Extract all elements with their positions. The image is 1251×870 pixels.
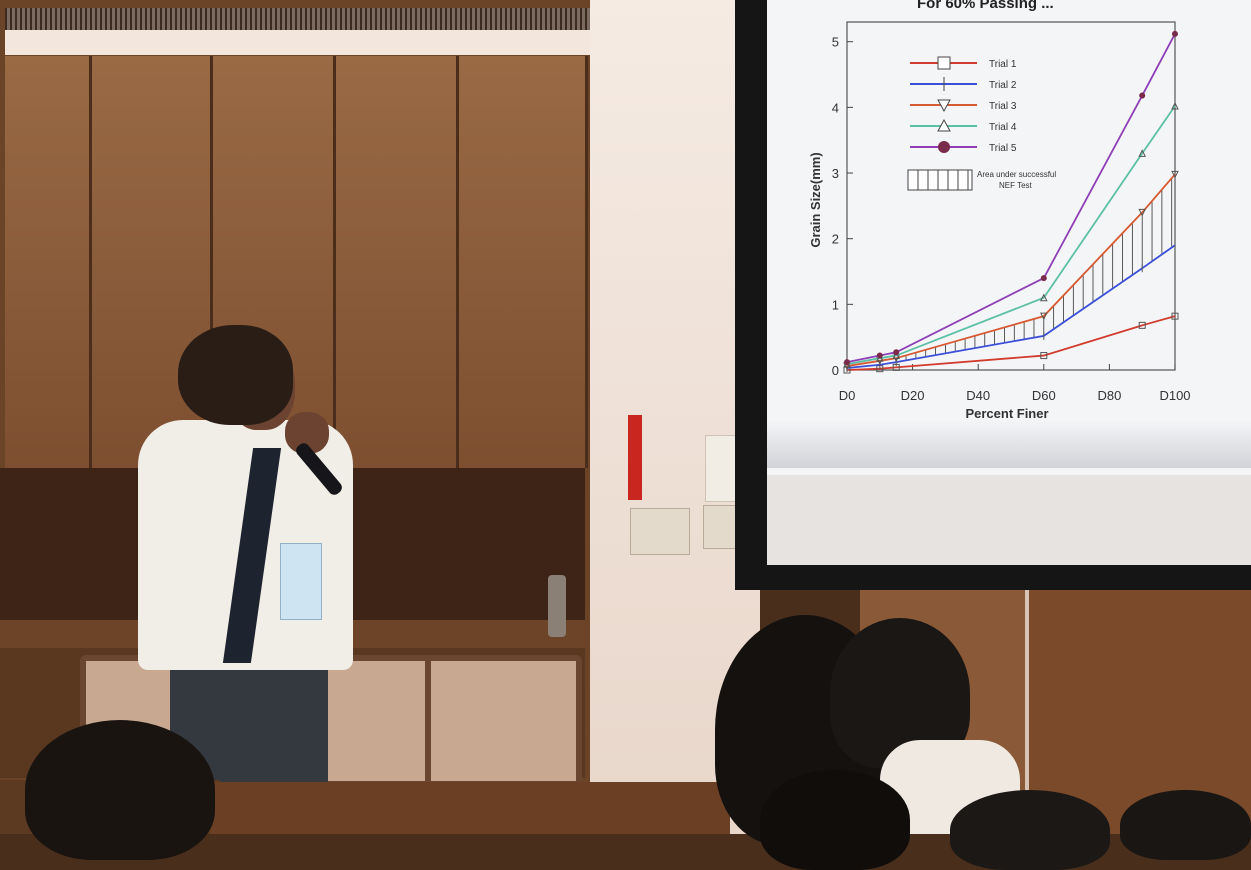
legend-label: Trial 3 [989, 101, 1017, 112]
data-point [1138, 149, 1147, 157]
ceiling-vent [5, 8, 590, 32]
y-tick-label: 3 [832, 166, 839, 181]
data-point [1039, 312, 1048, 321]
legend-label: Trial 5 [989, 143, 1017, 154]
y-tick-label: 2 [832, 232, 839, 247]
data-point [1040, 275, 1047, 282]
data-point [844, 359, 850, 366]
x-tick-label: D80 [1097, 388, 1121, 403]
series-line [846, 315, 1176, 371]
table [210, 782, 730, 834]
series-line [846, 173, 1176, 367]
y-axis-label: Grain Size(mm) [808, 152, 823, 247]
slide-chart: For 60% Passing ... 0 1 2 3 4 5 D0 D20 D40 D60 D80… [808, 0, 1191, 421]
slide-title: For 60% Passing ... [917, 0, 1054, 12]
y-tick-label: 0 [832, 363, 839, 378]
legend-marker [937, 118, 951, 132]
presenter-hair [178, 325, 293, 425]
audience-head [760, 770, 910, 870]
legend-marker [937, 99, 951, 113]
projector-screen [767, 0, 1251, 475]
audience-head [1120, 790, 1251, 860]
x-tick-label: D100 [1159, 388, 1190, 403]
y-tick-label: 5 [832, 35, 839, 50]
legend-label: Trial 2 [989, 80, 1017, 91]
x-tick-label: D40 [966, 388, 990, 403]
data-point [1040, 352, 1048, 360]
legend-marker [938, 141, 950, 153]
water-bottle [548, 575, 566, 637]
audience-head [950, 790, 1110, 870]
series-line [846, 105, 1176, 365]
data-point [892, 351, 901, 360]
data-point [1138, 321, 1146, 329]
data-point [1171, 312, 1179, 320]
audience-head [25, 720, 215, 860]
name-badge [280, 543, 322, 620]
slide-skyline-decoration [767, 420, 1251, 468]
legend-label: Trial 1 [989, 59, 1017, 70]
x-tick-label: D20 [901, 388, 925, 403]
series-line [846, 244, 1176, 369]
y-tick-label: 1 [832, 297, 839, 312]
data-point [893, 349, 900, 356]
wood-panel [5, 56, 92, 468]
light-switch-panel [630, 508, 690, 555]
x-axis-label: Percent Finer [965, 406, 1048, 421]
legend-marker [937, 56, 951, 70]
data-point [1172, 30, 1178, 37]
data-point [875, 354, 884, 362]
data-point [1171, 101, 1179, 110]
series-line [846, 33, 1176, 364]
x-tick-label: D0 [839, 388, 856, 403]
chair [425, 655, 582, 787]
wall-valance [5, 30, 595, 55]
x-tick-label: D60 [1032, 388, 1056, 403]
legend-label: Trial 4 [989, 122, 1017, 133]
data-point [1171, 170, 1179, 179]
data-point [1139, 92, 1146, 99]
legend-hatch-box [907, 169, 973, 191]
red-sign [628, 415, 642, 500]
wood-panel [336, 56, 459, 468]
wood-panel [459, 56, 588, 468]
plot-frame [846, 21, 1176, 371]
data-point [876, 352, 883, 359]
data-point [1039, 293, 1048, 302]
screen-lower-area [767, 465, 1251, 565]
y-tick-label: 4 [832, 100, 839, 115]
data-point [1138, 208, 1147, 217]
legend-label: NEF Test [999, 181, 1033, 190]
legend-label: Area under successful [977, 170, 1056, 179]
